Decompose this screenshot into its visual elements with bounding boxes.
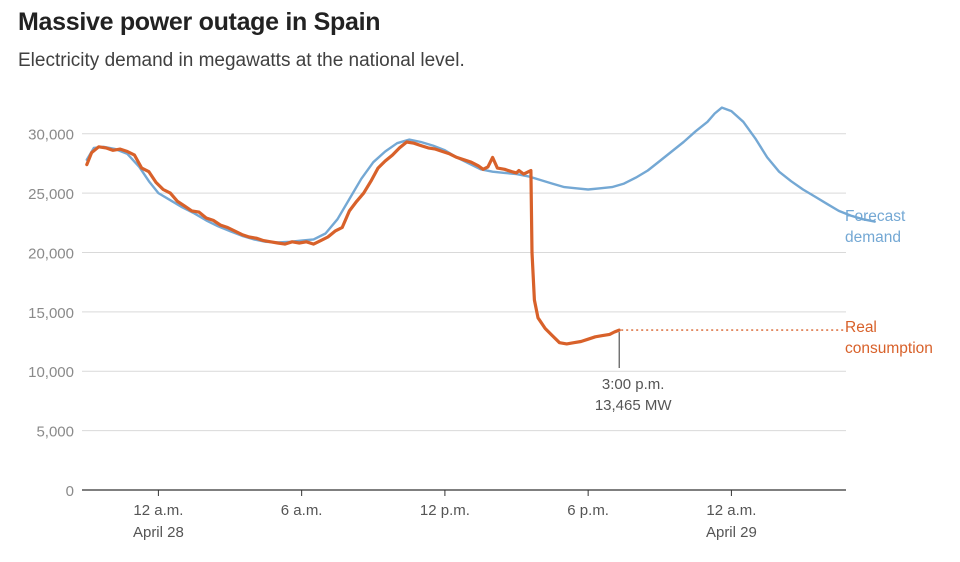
- annotation-label: 3:00 p.m.: [602, 376, 665, 393]
- y-tick-label: 25,000: [28, 186, 74, 203]
- forecast-demand-label: demand: [845, 229, 901, 246]
- x-axis-labels: 12 a.m. April 28 6 a.m. 12 p.m. 6 p.m. 12 a.m…: [133, 490, 757, 541]
- annotation-label: 13,465 MW: [595, 397, 673, 414]
- series-lines: [85, 106, 876, 346]
- x-tick-label: 12 p.m.: [420, 502, 470, 519]
- y-tick-label: 20,000: [28, 245, 74, 262]
- x-tick-sublabel: April 28: [133, 524, 184, 541]
- annotations: 3:00 p.m. 13,465 MW: [595, 329, 846, 414]
- real-consumption-label: consumption: [845, 340, 933, 357]
- x-tick-label: 6 a.m.: [281, 502, 323, 519]
- chart-title: Massive power outage in Spain: [18, 8, 381, 36]
- x-tick-sublabel: April 29: [706, 524, 757, 541]
- x-tick-label: 12 a.m.: [133, 502, 183, 519]
- y-tick-label: 0: [66, 483, 74, 500]
- y-axis-labels: 0 5,000 10,000 15,000 20,000 25,000 30,000: [28, 127, 74, 500]
- y-tick-label: 10,000: [28, 364, 74, 381]
- x-tick-label: 6 p.m.: [567, 502, 609, 519]
- y-tick-label: 15,000: [28, 305, 74, 322]
- x-tick-label: 12 a.m.: [706, 502, 756, 519]
- series-labels: Forecast demand Real consumption: [845, 208, 933, 357]
- chart-subtitle: Electricity demand in megawatts at the n…: [18, 50, 465, 71]
- y-tick-label: 30,000: [28, 127, 74, 144]
- forecast-demand-label: Forecast: [845, 208, 906, 225]
- real-consumption-label: Real: [845, 319, 877, 336]
- real-consumption-line: [85, 140, 621, 346]
- y-tick-label: 5,000: [36, 424, 74, 441]
- forecast-demand-line: [85, 106, 876, 244]
- grid-lines: [82, 133, 846, 491]
